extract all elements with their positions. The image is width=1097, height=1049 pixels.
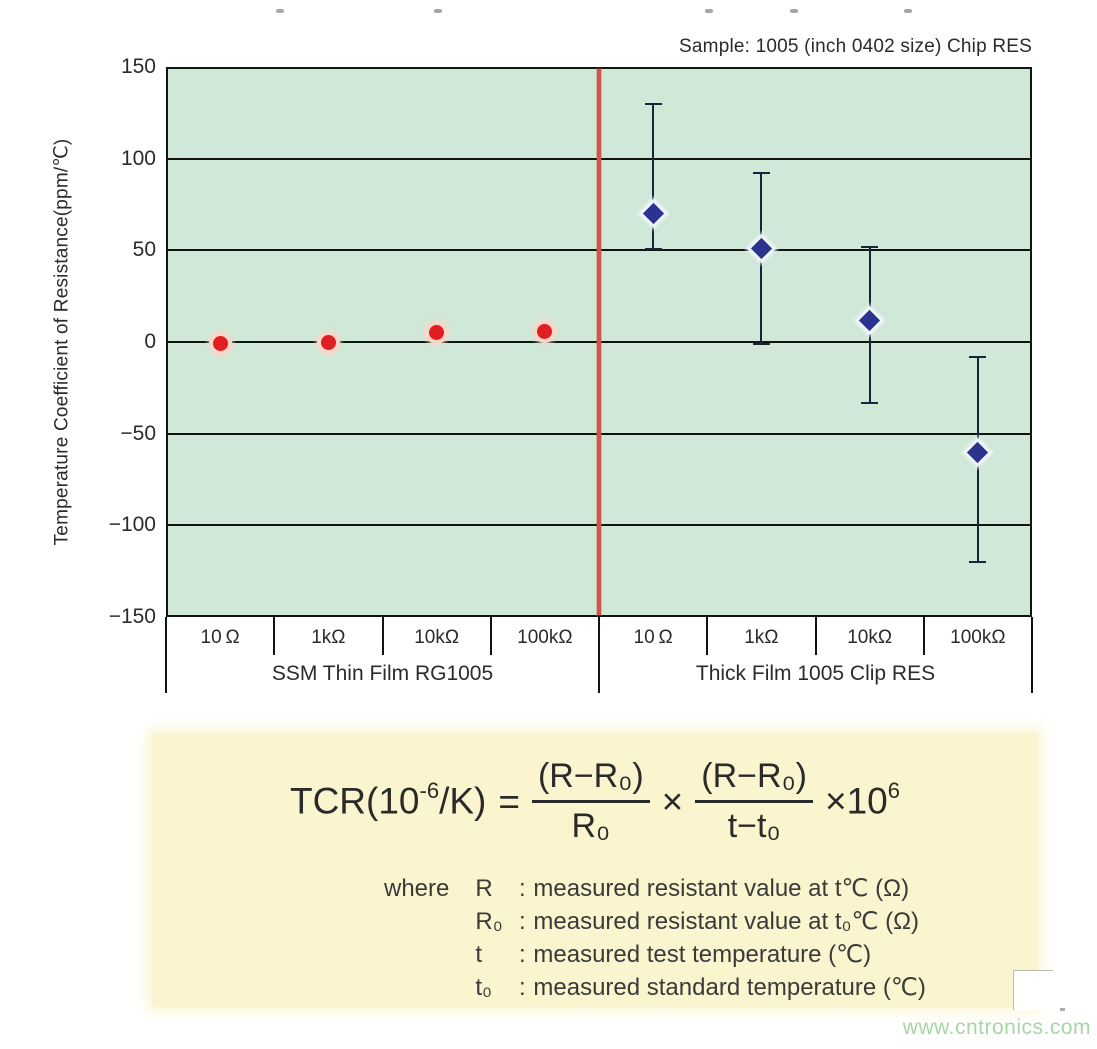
x-category-label: 10kΩ <box>414 627 460 648</box>
x-category-label: 10 Ω <box>200 627 240 648</box>
formula-equals: = <box>498 780 520 822</box>
x-axis-tick-separator <box>273 617 276 655</box>
chart-title: Sample: 1005 (inch 0402 size) Chip RES <box>679 36 1032 57</box>
x-axis-group-separator <box>1031 617 1033 693</box>
where-line-R: R : measured resistant value at t℃ (Ω) <box>475 875 910 902</box>
y-axis-tick-label: 0 <box>144 330 156 353</box>
error-bar-cap-top <box>969 355 987 358</box>
x-axis-tick-separator <box>706 617 709 655</box>
crop-artifact <box>705 9 713 13</box>
error-bar-cap-top <box>752 172 770 175</box>
x-category-label: 10 Ω <box>633 627 673 648</box>
watermark: www.cntronics.com <box>902 1016 1091 1039</box>
y-axis-tick-label: −150 <box>108 605 156 628</box>
error-bar <box>652 103 655 249</box>
x-category-label: 1kΩ <box>311 627 346 648</box>
x-category-label: 100kΩ <box>517 627 573 648</box>
where-definitions: R : measured resistant value at t℃ (Ω) R… <box>475 872 925 1004</box>
error-bar-cap-bottom <box>432 341 442 343</box>
crop-artifact <box>434 9 442 13</box>
data-point-circle <box>537 323 553 339</box>
error-bar-cap-bottom <box>540 341 550 343</box>
y-axis-tick-label: −50 <box>120 421 156 445</box>
error-bar-cap-bottom <box>644 247 662 250</box>
y-axis-tick-label: −100 <box>108 513 156 537</box>
where-line-t0: t₀ : measured standard temperature (℃) <box>475 974 926 1001</box>
x-category-label: 1kΩ <box>744 627 779 648</box>
crop-artifact-dot <box>1060 1008 1065 1011</box>
formula-lhs: TCR(10-6/K) <box>289 778 487 822</box>
y-axis-tick-label: 150 <box>120 55 156 78</box>
error-bar-cap-top <box>861 245 879 248</box>
group-divider-line <box>597 69 601 615</box>
x-axis-tick-separator <box>814 617 817 655</box>
formula-fraction-2: (R−R₀) t−t₀ <box>695 757 813 846</box>
x-axis-group-separator <box>165 617 167 693</box>
crop-artifact <box>276 9 284 13</box>
formula-box: TCR(10-6/K) = (R−R₀) R₀ × (R−R₀) t−t₀ ×1… <box>152 733 1038 1007</box>
formula-multiplier: ×106 <box>825 778 901 822</box>
error-bar-cap-bottom <box>861 401 879 404</box>
where-line-R0: R₀ : measured resistant value at t₀℃ (Ω) <box>475 908 920 935</box>
formula-times: × <box>661 780 684 822</box>
x-axis-group-label: SSM Thin Film RG1005 <box>271 662 494 685</box>
crop-artifact-notch <box>1013 970 1053 1010</box>
x-category-label: 10kΩ <box>847 627 893 648</box>
y-axis-tick-label: 100 <box>120 146 156 170</box>
crop-artifact <box>904 9 912 13</box>
error-bar-cap-bottom <box>969 561 987 563</box>
x-axis-tick-separator <box>489 617 492 655</box>
x-axis-tick-separator <box>922 617 925 655</box>
y-axis-tick-label: 50 <box>132 238 156 262</box>
data-point-circle <box>320 334 336 350</box>
tcr-formula: TCR(10-6/K) = (R−R₀) R₀ × (R−R₀) t−t₀ ×1… <box>152 757 1038 846</box>
crop-artifact <box>790 9 798 13</box>
where-line-t: t : measured test temperature (℃) <box>475 941 872 968</box>
where-label: where <box>384 875 450 902</box>
data-point-circle <box>212 336 228 352</box>
x-axis-group-label: Thick Film 1005 Clip RES <box>695 662 936 685</box>
formula-fraction-1: (R−R₀) R₀ <box>531 757 650 846</box>
x-axis-group-separator <box>598 617 600 693</box>
x-category-label: 100kΩ <box>950 627 1006 648</box>
error-bar-cap-bottom <box>752 342 770 345</box>
error-bar-cap-top <box>644 102 662 105</box>
x-axis-tick-separator <box>381 617 384 655</box>
data-point-circle <box>429 325 445 341</box>
formula-where-block: where R : measured resistant value at t℃… <box>384 872 1038 1004</box>
